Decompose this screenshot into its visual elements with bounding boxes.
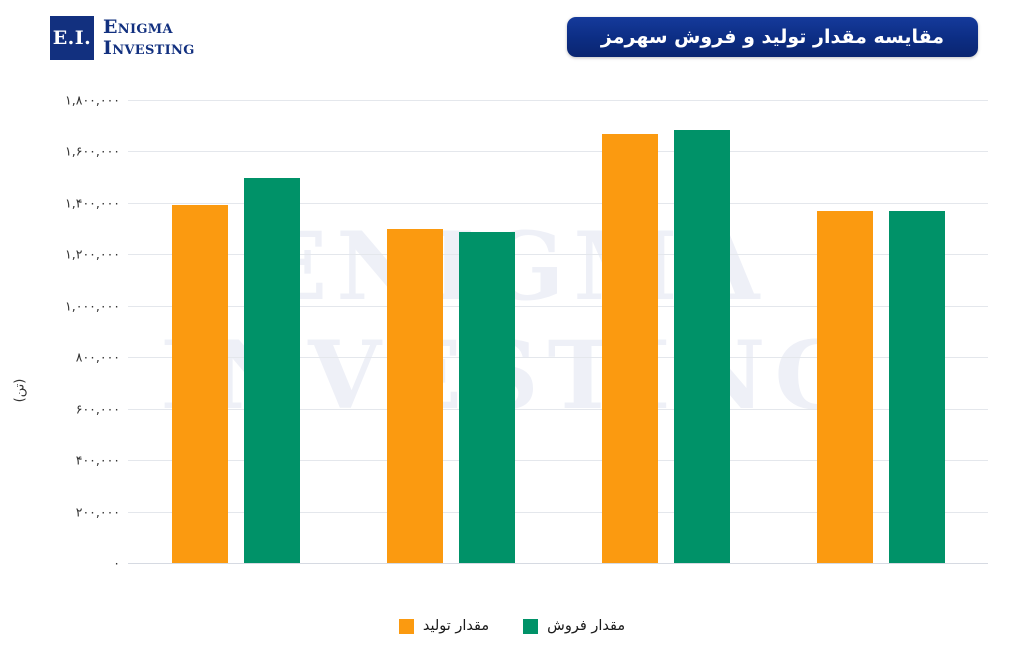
page-header: E.I. Enigma Investing مقایسه مقدار تولید… <box>0 0 1024 78</box>
gridline <box>128 460 988 462</box>
gridline <box>128 408 988 410</box>
legend-swatch-icon <box>523 618 539 634</box>
bar-sales[interactable] <box>458 231 515 563</box>
y-axis-title: (تن) <box>12 378 28 403</box>
bar-sales[interactable] <box>888 210 945 563</box>
logo-mark-icon: E.I. <box>50 16 94 60</box>
legend-item[interactable]: مقدار فروش <box>523 618 625 634</box>
y-axis-tick-label: ۲۰۰,۰۰۰ <box>75 504 120 520</box>
gridline <box>128 254 988 256</box>
gridline <box>128 151 988 153</box>
y-axis-tick-label: ۸۰۰,۰۰۰ <box>75 349 120 365</box>
bar-sales[interactable] <box>243 177 300 563</box>
y-axis-tick-label: ۰ <box>113 555 120 571</box>
bar-production[interactable] <box>816 210 873 563</box>
y-axis-tick-label: ۱,۶۰۰,۰۰۰ <box>65 143 120 159</box>
logo-line-enigma: Enigma <box>103 16 173 39</box>
legend-item[interactable]: مقدار تولید <box>398 618 490 634</box>
gridline <box>128 202 988 204</box>
brand-logo: E.I. Enigma Investing <box>50 16 195 60</box>
y-axis-tick-label: ۱,۸۰۰,۰۰۰ <box>65 92 120 108</box>
legend-swatch-icon <box>398 618 414 634</box>
logo-line-investing: Investing <box>103 37 195 59</box>
legend-label: مقدار تولید <box>422 618 490 634</box>
plot-area: ۰ ۲۰۰,۰۰۰ ۴۰۰,۰۰۰ ۶۰۰,۰۰۰ ۸۰۰,۰۰۰ ۱,۰۰۰,۰۰۰ ۱,… <box>65 93 988 571</box>
gridline <box>128 563 988 564</box>
y-axis-tick-label: ۱,۴۰۰,۰۰۰ <box>65 195 120 211</box>
legend-label: مقدار فروش <box>547 618 626 634</box>
gridline <box>128 511 988 513</box>
bar-sales[interactable] <box>673 129 730 563</box>
y-axis-tick-label: ۶۰۰,۰۰۰ <box>75 401 120 417</box>
page-title: مقایسه مقدار تولید و فروش سهرمز <box>567 17 978 57</box>
chart-container: ENIGMA INVESTING (تن) ۰۲۰۰,۰۰۰۴۰۰,۰۰۰۶۰۰… <box>0 88 1024 588</box>
y-axis-tick-label: ۱,۲۰۰,۰۰۰ <box>65 246 120 262</box>
logo-wordmark: Enigma Investing <box>103 17 195 58</box>
bar-production[interactable] <box>386 229 443 563</box>
bar-production[interactable] <box>171 204 228 563</box>
bar-production[interactable] <box>601 133 658 563</box>
y-axis-tick-label: ۴۰۰,۰۰۰ <box>75 452 120 468</box>
gridline <box>128 305 988 307</box>
y-axis-tick-label: ۱,۰۰۰,۰۰۰ <box>65 298 120 314</box>
gridline <box>128 357 988 359</box>
gridline <box>128 100 988 101</box>
chart-legend: مقدار فروش مقدار تولید <box>0 618 1024 634</box>
